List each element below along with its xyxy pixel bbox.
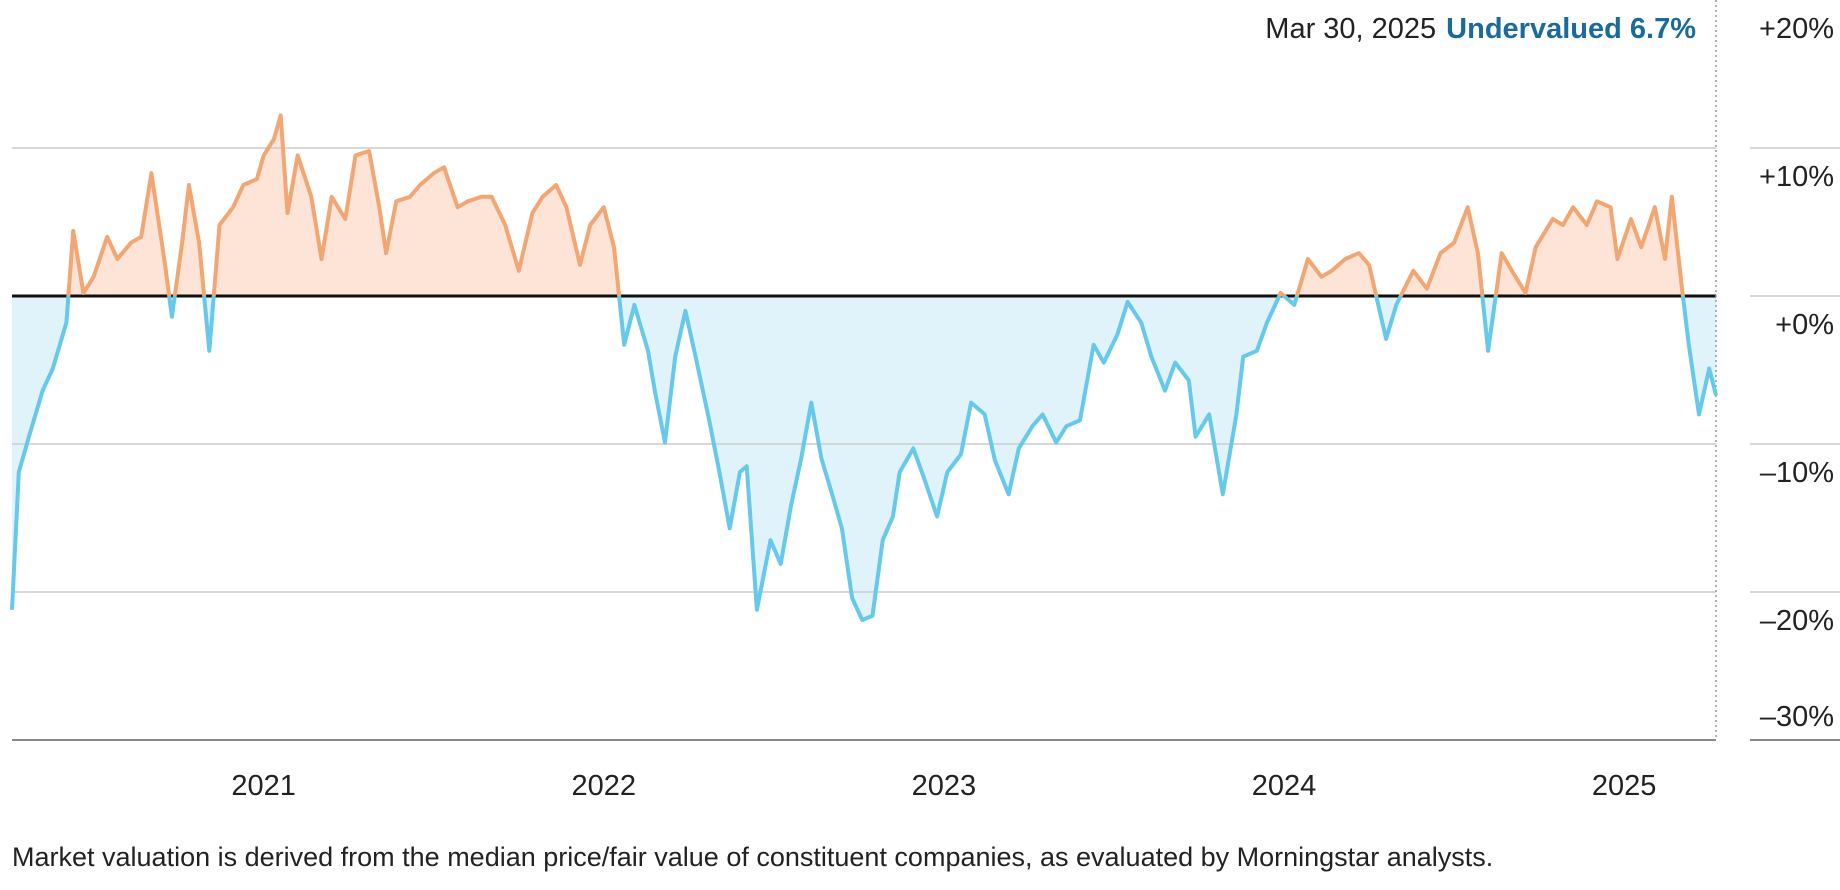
y-tick-label: –20% [1760,605,1834,637]
y-tick-label: –10% [1760,457,1834,489]
x-tick-label: 2021 [231,770,296,802]
annotation-status: Undervalued 6.7% [1446,13,1696,45]
x-tick-label: 2025 [1592,770,1657,802]
valuation-line [10,113,1718,623]
annotation-date: Mar 30, 2025 [1265,13,1436,45]
area-fill [12,115,1716,621]
y-tick-label: –30% [1760,701,1834,733]
y-tick-label: +20% [1759,13,1834,45]
footnote: Market valuation is derived from the med… [12,842,1493,872]
x-tick-label: 2022 [572,770,637,802]
y-tick-label: +0% [1775,309,1834,341]
y-tick-label: +10% [1759,161,1834,193]
x-tick-label: 2023 [912,770,977,802]
annotation: Mar 30, 2025 Undervalued 6.7% [1265,13,1696,45]
x-tick-label: 2024 [1252,770,1317,802]
